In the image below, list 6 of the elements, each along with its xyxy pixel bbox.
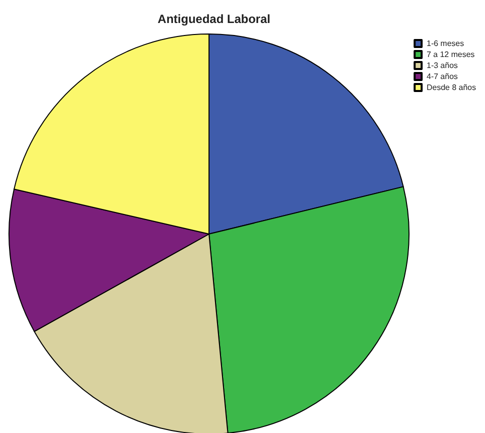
chart-title: Antiguedad Laboral (158, 12, 270, 26)
legend-label: 1-6 meses (426, 39, 464, 48)
legend-label: 1-3 años (426, 61, 458, 70)
legend-label: Desde 8 años (426, 83, 476, 92)
legend-label: 4-7 años (426, 72, 458, 81)
legend-label: 7 a 12 meses (426, 50, 475, 59)
